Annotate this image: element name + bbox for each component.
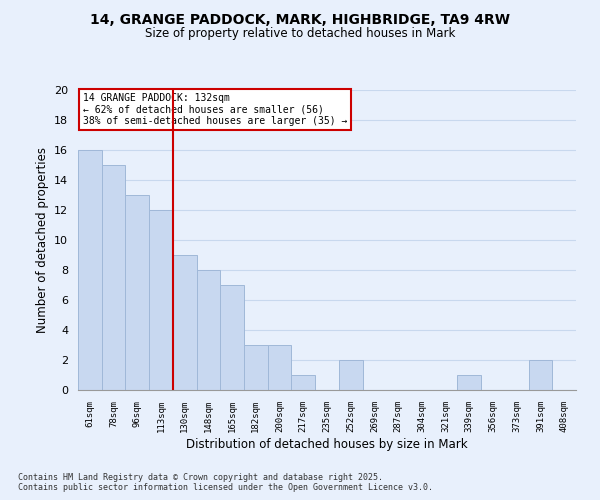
Text: 14, GRANGE PADDOCK, MARK, HIGHBRIDGE, TA9 4RW: 14, GRANGE PADDOCK, MARK, HIGHBRIDGE, TA…: [90, 12, 510, 26]
Bar: [197, 270, 220, 390]
Bar: [244, 345, 268, 390]
X-axis label: Distribution of detached houses by size in Mark: Distribution of detached houses by size …: [186, 438, 468, 450]
Bar: [102, 165, 125, 390]
Text: 14 GRANGE PADDOCK: 132sqm
← 62% of detached houses are smaller (56)
38% of semi-: 14 GRANGE PADDOCK: 132sqm ← 62% of detac…: [83, 93, 347, 126]
Bar: [78, 150, 102, 390]
Y-axis label: Number of detached properties: Number of detached properties: [35, 147, 49, 333]
Text: Size of property relative to detached houses in Mark: Size of property relative to detached ho…: [145, 28, 455, 40]
Bar: [125, 195, 149, 390]
Bar: [457, 375, 481, 390]
Bar: [149, 210, 173, 390]
Bar: [292, 375, 315, 390]
Bar: [173, 255, 197, 390]
Bar: [339, 360, 362, 390]
Bar: [529, 360, 552, 390]
Text: Contains HM Land Registry data © Crown copyright and database right 2025.
Contai: Contains HM Land Registry data © Crown c…: [18, 473, 433, 492]
Bar: [268, 345, 292, 390]
Bar: [220, 285, 244, 390]
